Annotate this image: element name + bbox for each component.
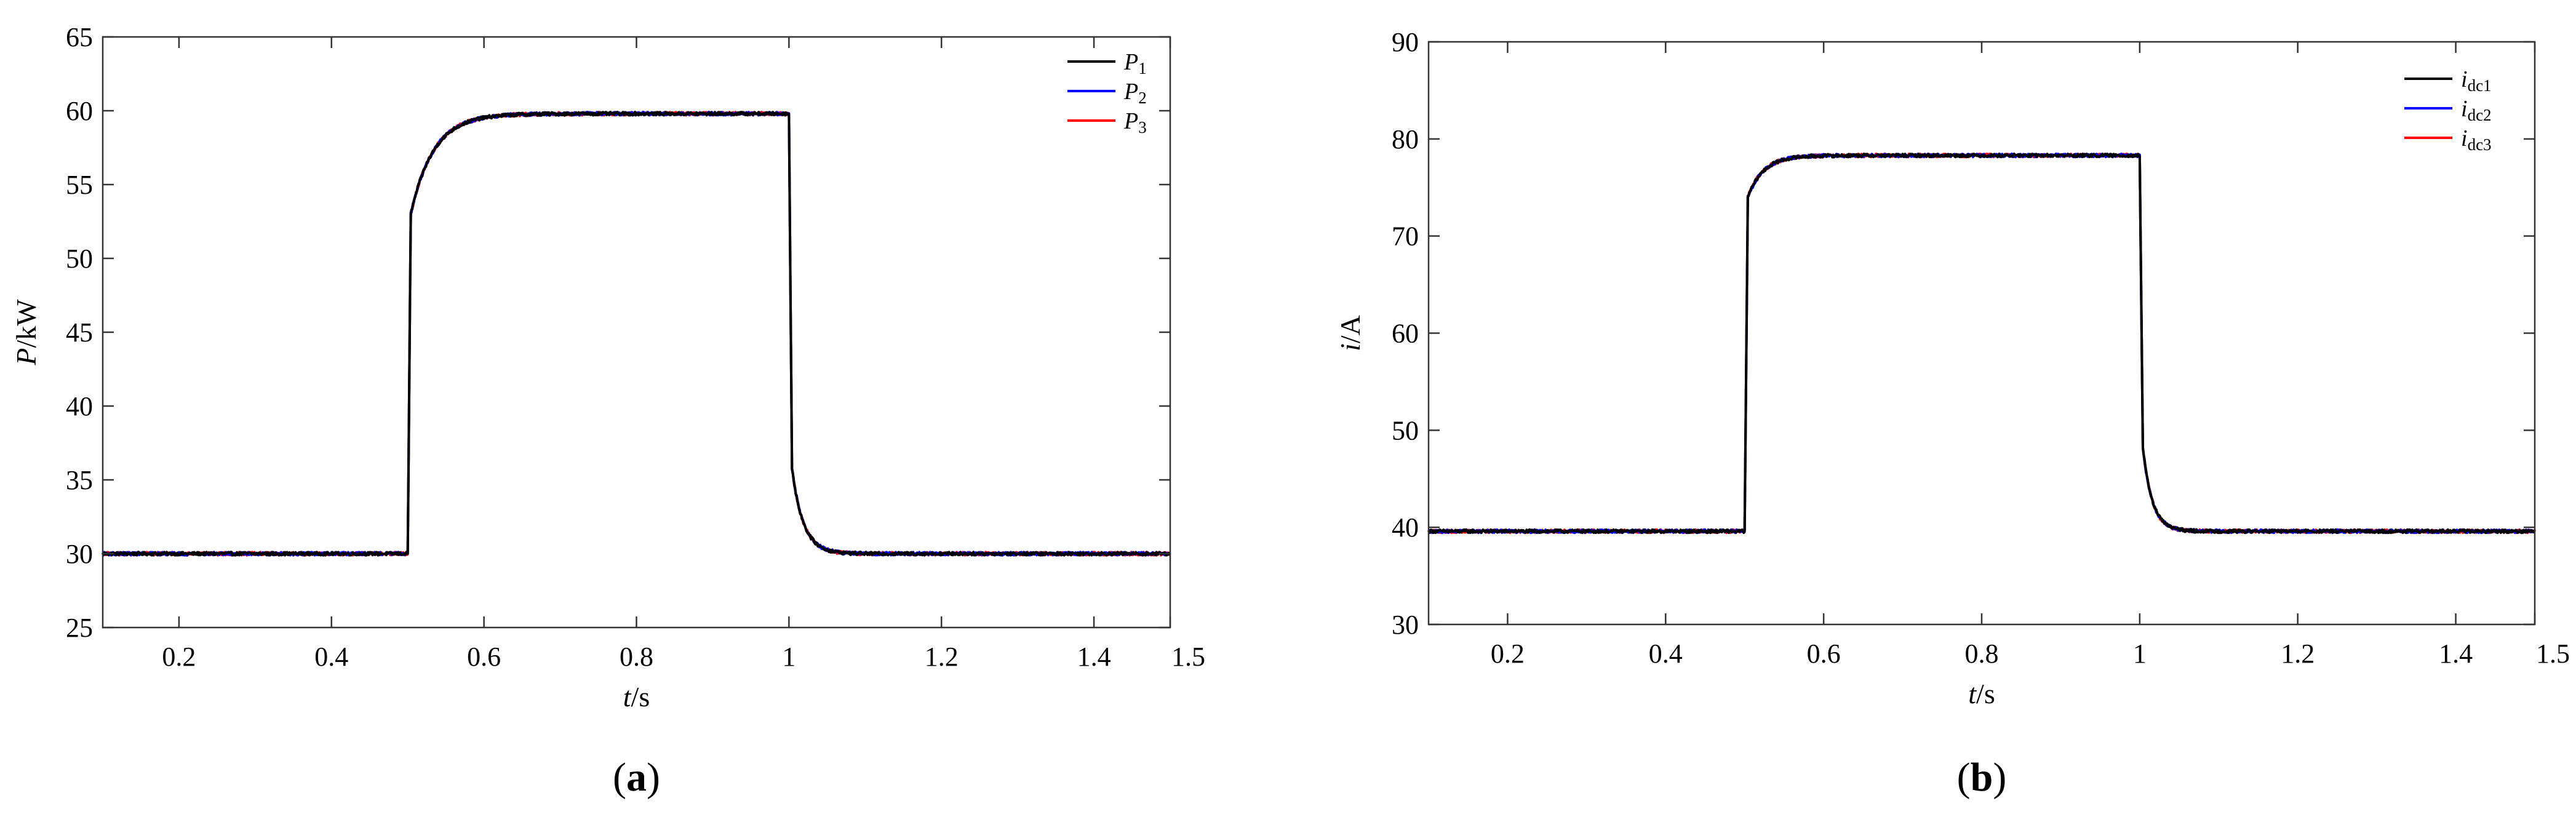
legend-label-sub: 3	[1138, 118, 1147, 137]
legend-label-sub: dc1	[2468, 76, 2492, 95]
series-line-idc2	[1428, 153, 2536, 535]
x-tick-label: 0.6	[467, 642, 501, 672]
legend-label-base: i	[2461, 126, 2468, 151]
x-tick-label: 1	[782, 642, 796, 672]
panel-label-open: (	[1957, 755, 1971, 800]
legend-label-sub: dc3	[2468, 135, 2492, 154]
x-axis-label: t/s	[1968, 678, 1995, 709]
y-axis-label-symbol: i	[1334, 343, 1366, 351]
panel-label: (b)	[1957, 755, 2007, 800]
legend-label-base: P	[1123, 49, 1138, 75]
y-axis-label-unit: /kW	[10, 299, 42, 348]
x-tick-label: 1.2	[2281, 639, 2315, 669]
y-tick-label: 30	[1392, 610, 1419, 640]
chart-panel-a: 0.2 0.4 0.6 0.8 1 1.2 1.4 1.5 25 30 35 40 45 50 55 60 65…	[10, 22, 1205, 800]
panel-label-open: (	[613, 755, 626, 800]
y-tick-label: 80	[1392, 124, 1419, 154]
legend-label-idc3: idc3	[2461, 126, 2492, 154]
panel-label-close: )	[647, 755, 660, 800]
y-tick-label: 40	[66, 391, 93, 421]
y-tick-label: 65	[66, 22, 93, 52]
series-line-P1	[102, 111, 1171, 557]
legend-label-P2: P2	[1123, 79, 1147, 107]
legend-label-base: i	[2461, 96, 2468, 122]
y-tick-label: 30	[66, 539, 93, 569]
x-axis-label-symbol: t	[623, 681, 632, 712]
x-tick-label: 0.6	[1807, 639, 1841, 669]
y-tick-label: 35	[66, 465, 93, 495]
legend-label-P1: P1	[1123, 49, 1147, 78]
x-tick-label: 0.4	[1649, 639, 1683, 669]
x-tick-label: 0.8	[620, 642, 653, 672]
y-axis-label-symbol: P	[10, 348, 42, 366]
x-tick-label: 0.2	[1491, 639, 1525, 669]
legend-label-sub: 2	[1138, 89, 1147, 107]
y-tick-label: 60	[66, 96, 93, 126]
x-axis-label: t/s	[623, 681, 650, 712]
y-tick-label: 45	[66, 317, 93, 348]
y-tick-label: 70	[1392, 221, 1419, 252]
legend-label-base: P	[1123, 79, 1138, 105]
series-line-idc3	[1427, 153, 2536, 535]
plot-frame	[102, 36, 1171, 629]
y-tick-label: 55	[66, 170, 93, 200]
series-line-P3	[102, 111, 1171, 557]
panel-label-letter: a	[626, 755, 647, 800]
series-line-idc1	[1427, 153, 2536, 535]
legend-label-sub: 1	[1138, 59, 1147, 78]
plot-frame	[1427, 41, 2536, 626]
y-tick-label: 90	[1392, 27, 1419, 57]
x-tick-label: 1.4	[1077, 642, 1111, 672]
x-tick-label: 1.2	[925, 642, 959, 672]
legend-label-sub: dc2	[2468, 106, 2492, 124]
legend-label-idc1: idc1	[2461, 66, 2492, 95]
panel-label-letter: b	[1971, 755, 1993, 800]
legend-label-base: P	[1123, 108, 1138, 134]
x-tick-label: 0.2	[162, 642, 196, 672]
panel-label-close: )	[1993, 755, 2006, 800]
legend-label-base: i	[2461, 66, 2468, 92]
chart-panel-b: 0.2 0.4 0.6 0.8 1 1.2 1.4 1.5 30 40 50 60 70 80 90 t/s i…	[1334, 27, 2570, 800]
panel-label: (a)	[613, 755, 660, 800]
series-line-P2	[102, 111, 1171, 557]
x-tick-label: 0.4	[314, 642, 348, 672]
x-tick-label: 0.8	[1965, 639, 1999, 669]
x-axis-label-symbol: t	[1968, 678, 1977, 709]
y-tick-label: 50	[66, 244, 93, 274]
y-axis-label-unit: /A	[1334, 315, 1366, 343]
y-tick-label: 25	[66, 613, 93, 643]
legend-label-P3: P3	[1123, 108, 1147, 137]
x-tick-label: 1.5	[2536, 639, 2570, 669]
y-tick-label: 40	[1392, 512, 1419, 543]
legend-label-idc2: idc2	[2461, 96, 2492, 124]
x-tick-label: 1.5	[1171, 642, 1205, 672]
y-axis-label: P/kW	[10, 299, 42, 366]
y-tick-label: 60	[1392, 319, 1419, 349]
x-axis-label-unit: /s	[631, 681, 650, 712]
y-tick-label: 50	[1392, 415, 1419, 445]
x-tick-label: 1	[2133, 639, 2147, 669]
y-axis-label: i/A	[1334, 315, 1366, 351]
x-tick-label: 1.4	[2439, 639, 2473, 669]
x-axis-label-unit: /s	[1976, 678, 1995, 709]
